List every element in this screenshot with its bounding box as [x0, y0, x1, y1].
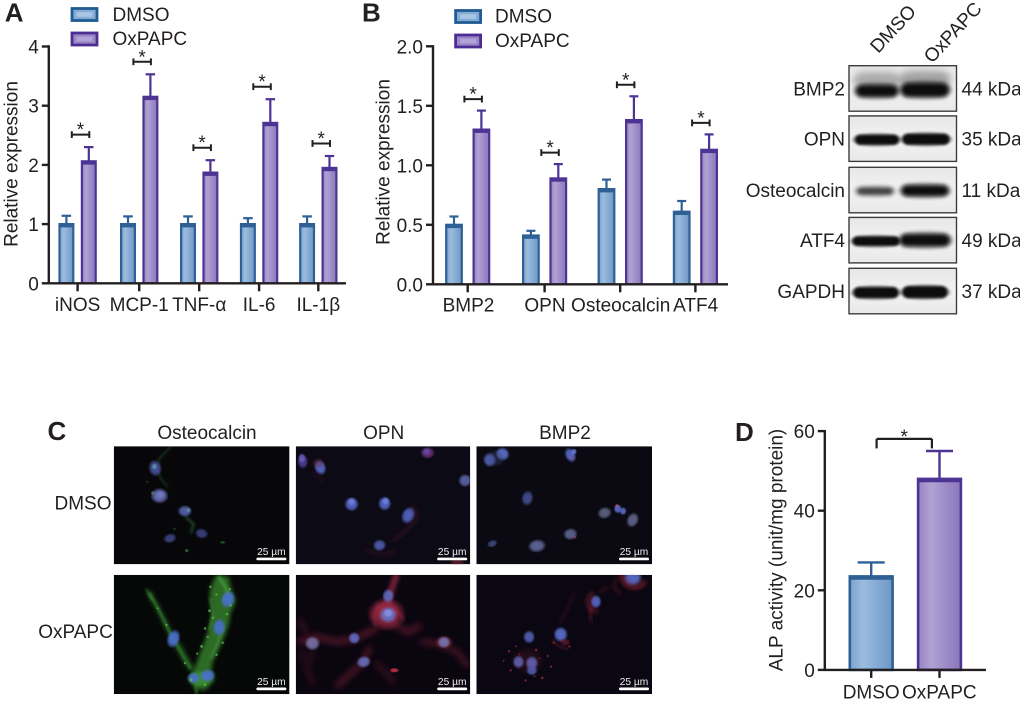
svg-text:*: * [900, 427, 908, 448]
svg-text:25 µm: 25 µm [438, 677, 467, 688]
svg-text:35 kDa: 35 kDa [962, 130, 1020, 151]
svg-text:C: C [48, 416, 67, 446]
svg-text:1: 1 [28, 215, 39, 236]
svg-text:DMSO: DMSO [55, 494, 112, 515]
svg-text:OxPAPC: OxPAPC [920, 0, 986, 67]
svg-text:D: D [735, 417, 754, 447]
svg-text:OxPAPC: OxPAPC [38, 622, 113, 643]
svg-text:B: B [362, 0, 381, 28]
svg-text:*: * [469, 85, 477, 106]
svg-text:iNOS: iNOS [55, 295, 100, 316]
svg-text:OxPAPC: OxPAPC [495, 31, 570, 52]
svg-text:25 µm: 25 µm [620, 547, 649, 558]
svg-text:ATF4: ATF4 [800, 231, 845, 252]
svg-text:0.0: 0.0 [397, 275, 423, 296]
svg-text:OxPAPC: OxPAPC [902, 683, 977, 704]
svg-text:*: * [317, 129, 325, 150]
svg-text:3: 3 [28, 97, 39, 118]
svg-text:0.5: 0.5 [397, 216, 423, 237]
svg-text:MCP-1: MCP-1 [110, 295, 169, 316]
svg-text:2.0: 2.0 [397, 37, 423, 58]
svg-text:0: 0 [28, 274, 39, 295]
svg-text:1.0: 1.0 [397, 156, 423, 177]
svg-text:*: * [138, 47, 146, 68]
svg-text:DMSO: DMSO [495, 6, 552, 27]
svg-text:25 µm: 25 µm [257, 677, 286, 688]
svg-text:4: 4 [28, 38, 39, 59]
svg-text:*: * [697, 108, 705, 129]
svg-text:IL-6: IL-6 [243, 295, 276, 316]
svg-text:25 µm: 25 µm [620, 677, 649, 688]
svg-text:49 kDa: 49 kDa [962, 231, 1020, 252]
svg-text:BMP2: BMP2 [539, 423, 591, 444]
svg-text:Osteocalcin: Osteocalcin [571, 296, 670, 317]
svg-text:ALP activity (unit/mg protein): ALP activity (unit/mg protein) [767, 429, 788, 672]
svg-text:Osteocalcin: Osteocalcin [157, 423, 256, 444]
svg-text:1.5: 1.5 [397, 97, 423, 118]
svg-text:2: 2 [28, 156, 39, 177]
svg-text:GAPDH: GAPDH [777, 282, 845, 303]
svg-text:OxPAPC: OxPAPC [113, 29, 188, 50]
svg-text:*: * [198, 133, 206, 154]
svg-text:*: * [546, 138, 554, 159]
svg-text:BMP2: BMP2 [793, 80, 845, 101]
svg-text:25 µm: 25 µm [257, 547, 286, 558]
svg-text:ATF4: ATF4 [673, 296, 718, 317]
svg-text:A: A [5, 0, 24, 28]
svg-text:IL-1β: IL-1β [296, 295, 340, 316]
svg-text:OPN: OPN [804, 130, 845, 151]
svg-text:*: * [77, 120, 85, 141]
svg-text:25 µm: 25 µm [438, 547, 467, 558]
svg-text:0: 0 [804, 661, 815, 682]
svg-text:37 kDa: 37 kDa [962, 282, 1020, 303]
svg-text:DMSO: DMSO [866, 1, 920, 57]
svg-text:*: * [258, 72, 266, 93]
svg-text:Osteocalcin: Osteocalcin [746, 181, 845, 202]
svg-text:44 kDa: 44 kDa [962, 80, 1020, 101]
svg-text:OPN: OPN [363, 423, 404, 444]
svg-text:OPN: OPN [524, 296, 565, 317]
svg-text:*: * [622, 70, 630, 91]
svg-text:Relative expression: Relative expression [1, 81, 22, 247]
svg-text:40: 40 [794, 502, 815, 523]
svg-text:TNF-α: TNF-α [172, 295, 226, 316]
svg-text:20: 20 [794, 581, 815, 602]
svg-text:11 kDa: 11 kDa [962, 181, 1020, 202]
svg-text:DMSO: DMSO [843, 683, 900, 704]
svg-text:Relative expression: Relative expression [373, 79, 394, 245]
svg-text:DMSO: DMSO [113, 5, 170, 26]
svg-text:BMP2: BMP2 [443, 296, 495, 317]
svg-text:60: 60 [794, 422, 815, 443]
